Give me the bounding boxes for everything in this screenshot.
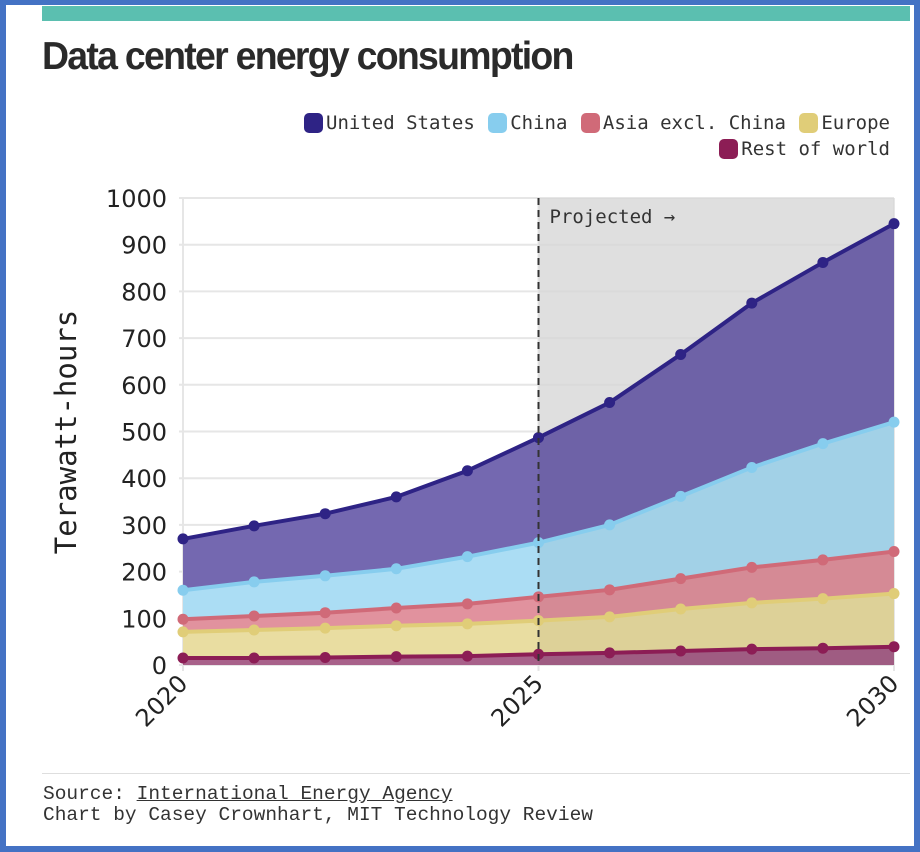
legend-swatch	[799, 113, 819, 133]
point-europe	[319, 622, 331, 634]
point-asia-excl-china	[390, 602, 402, 614]
point-europe	[604, 611, 616, 623]
x-tick-label: 2030	[841, 669, 904, 732]
point-asia-excl-china	[604, 584, 616, 596]
y-tick-label: 800	[121, 278, 167, 306]
y-tick-label: 600	[121, 372, 167, 400]
point-rest-of-world	[461, 650, 473, 662]
point-united-states	[533, 432, 544, 444]
y-tick-label: 200	[121, 559, 167, 587]
point-europe	[888, 588, 900, 600]
chart-title: Data center energy consumption	[42, 35, 574, 78]
point-united-states	[319, 508, 331, 520]
y-tick-label: 100	[121, 605, 167, 633]
legend-swatch	[580, 113, 600, 133]
point-rest-of-world	[746, 643, 758, 655]
point-europe	[461, 618, 473, 630]
point-china	[248, 576, 260, 588]
point-united-states	[746, 297, 758, 309]
point-china	[604, 519, 616, 531]
legend: United States China Asia excl. China Eur…	[150, 112, 890, 164]
point-asia-excl-china	[746, 561, 758, 573]
legend-label: Asia excl. China	[602, 112, 786, 134]
point-europe	[746, 597, 758, 609]
accent-bar	[42, 6, 910, 21]
point-rest-of-world	[888, 641, 900, 653]
point-asia-excl-china	[177, 613, 189, 625]
point-europe	[390, 620, 402, 632]
legend-swatch	[719, 139, 739, 159]
legend-swatch	[304, 113, 324, 133]
point-china	[675, 490, 687, 502]
point-united-states	[390, 491, 402, 503]
area-china	[183, 422, 894, 620]
point-asia-excl-china	[888, 546, 900, 558]
projected-tint	[538, 198, 894, 665]
point-china	[177, 584, 189, 596]
point-rest-of-world	[248, 652, 260, 664]
y-tick-label: 900	[121, 232, 167, 260]
point-china	[319, 570, 331, 582]
legend-label: United States	[326, 112, 475, 134]
y-tick-label: 1000	[106, 185, 167, 213]
source-prefix: Source:	[43, 783, 137, 805]
point-united-states	[248, 520, 260, 532]
point-europe	[675, 603, 687, 615]
footer: Source: International Energy Agency Char…	[43, 784, 593, 826]
point-europe	[248, 624, 260, 636]
point-china	[533, 537, 544, 549]
point-united-states	[888, 218, 900, 230]
legend-label: Europe	[821, 112, 890, 134]
source-link[interactable]: International Energy Agency	[136, 783, 453, 805]
y-tick-label: 500	[121, 419, 167, 447]
point-united-states	[604, 397, 616, 409]
legend-item-rest-of-world: Rest of world	[719, 138, 890, 160]
projected-label: Projected →	[550, 206, 676, 228]
y-axis-label: Terawatt-hours	[49, 310, 83, 554]
legend-item-united-states: United States	[304, 112, 475, 134]
point-asia-excl-china	[817, 554, 829, 566]
point-china	[817, 438, 829, 450]
point-united-states	[177, 533, 189, 545]
x-tick-label: 2025	[486, 669, 549, 732]
legend-label: China	[510, 112, 568, 134]
point-asia-excl-china	[461, 598, 473, 610]
point-asia-excl-china	[248, 610, 260, 622]
point-asia-excl-china	[675, 573, 687, 585]
y-tick-label: 300	[121, 512, 167, 540]
point-china	[390, 563, 402, 575]
point-rest-of-world	[817, 642, 829, 654]
point-rest-of-world	[675, 645, 687, 657]
y-tick-label: 0	[152, 652, 167, 680]
legend-swatch	[488, 113, 508, 133]
point-china	[888, 416, 900, 428]
point-united-states	[817, 256, 829, 268]
point-rest-of-world	[319, 652, 331, 664]
footer-divider	[42, 773, 910, 774]
point-rest-of-world	[604, 647, 616, 659]
legend-item-china: China	[488, 112, 567, 134]
point-europe	[817, 593, 829, 605]
legend-item-europe: Europe	[799, 112, 890, 134]
point-rest-of-world	[177, 652, 189, 664]
source-line: Source: International Energy Agency	[43, 784, 593, 805]
point-asia-excl-china	[319, 607, 331, 619]
point-china	[746, 461, 758, 473]
point-china	[461, 551, 473, 563]
y-tick-label: 400	[121, 465, 167, 493]
legend-item-asia: Asia excl. China	[580, 112, 786, 134]
point-europe	[177, 626, 189, 638]
point-united-states	[675, 348, 687, 360]
point-rest-of-world	[390, 651, 402, 663]
y-tick-label: 700	[121, 325, 167, 353]
legend-label: Rest of world	[741, 138, 890, 160]
credit-line: Chart by Casey Crownhart, MIT Technology…	[43, 804, 593, 826]
point-united-states	[461, 465, 473, 477]
